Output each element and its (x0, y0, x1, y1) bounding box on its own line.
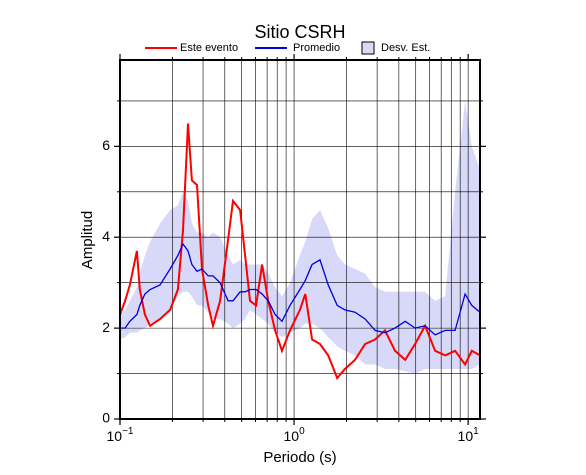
x-tick-exponent: −1 (122, 426, 134, 437)
x-tick-base: 10 (458, 428, 474, 444)
x-tick-exponent: 0 (299, 426, 305, 437)
x-tick-base: 10 (283, 428, 299, 444)
y-tick-label: 6 (102, 137, 110, 153)
series-line (120, 242, 481, 336)
y-tick-label: 0 (102, 410, 110, 426)
x-axis-label: Periodo (s) (263, 449, 336, 466)
x-tick-label: 101 (458, 426, 480, 444)
x-tick-label: 10−1 (107, 426, 134, 444)
plot-frame (119, 59, 481, 420)
chart-title: Sitio CSRH (254, 22, 345, 42)
std-band (120, 100, 480, 374)
legend-label: Promedio (293, 42, 340, 54)
x-tick-exponent: 1 (473, 426, 479, 437)
legend-label: Este evento (180, 42, 238, 54)
y-axis-label: Amplitud (79, 211, 96, 269)
x-tick-label: 100 (283, 426, 305, 444)
x-tick-base: 10 (107, 428, 123, 444)
series-line (119, 123, 481, 381)
y-tick-label: 4 (102, 228, 110, 244)
legend-swatch (361, 41, 375, 55)
legend-label: Desv. Est. (381, 42, 430, 54)
y-tick-label: 2 (102, 319, 110, 335)
